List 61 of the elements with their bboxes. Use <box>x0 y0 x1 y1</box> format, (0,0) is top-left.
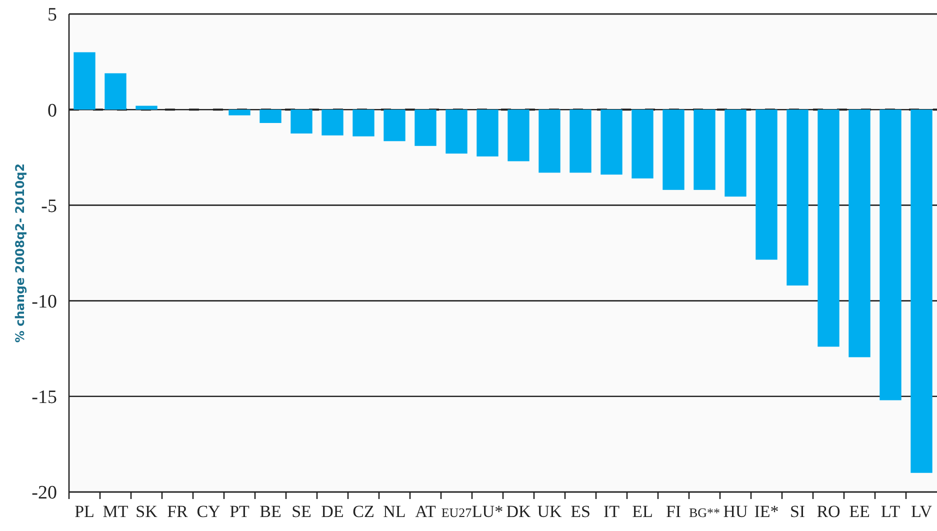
bar <box>322 110 344 136</box>
x-tick-label: RO <box>816 502 840 521</box>
bar <box>74 52 96 110</box>
x-tick-label: FI <box>666 502 682 521</box>
x-tick-label: CZ <box>352 502 374 521</box>
x-tick-label: FR <box>167 502 189 521</box>
y-axis-title: % change 2008q2- 2010q2 <box>13 163 27 343</box>
x-tick-label: SI <box>790 502 806 521</box>
bar <box>786 110 808 286</box>
bar <box>600 110 622 175</box>
bar <box>910 110 932 473</box>
x-tick-label: UK <box>537 502 562 521</box>
y-tick-label: -5 <box>41 196 57 217</box>
y-tick-label: -20 <box>32 482 57 504</box>
bar <box>414 110 436 146</box>
x-tick-label: LU* <box>472 502 504 521</box>
bar <box>570 110 592 173</box>
bar <box>104 73 126 110</box>
bar <box>228 110 250 116</box>
x-tick-label: PL <box>74 502 94 521</box>
x-tick-label: EE <box>849 502 870 521</box>
x-tick-label: PT <box>230 502 250 521</box>
x-tick-label: EU27 <box>441 505 472 520</box>
bar <box>446 110 468 154</box>
x-tick-label: LT <box>880 502 901 521</box>
bar <box>756 110 778 260</box>
bar <box>662 110 684 190</box>
bar <box>848 110 870 358</box>
x-tick-label: SE <box>292 502 312 521</box>
bar <box>632 110 654 178</box>
x-tick-label: DK <box>506 502 532 521</box>
y-tick-label: -15 <box>32 387 57 408</box>
bar <box>476 110 498 156</box>
x-tick-label: BE <box>260 502 282 521</box>
x-tick-label: MT <box>102 502 129 521</box>
x-tick-label: HU <box>723 502 748 521</box>
x-tick-label: LV <box>910 502 933 521</box>
y-tick-label: 0 <box>48 100 57 122</box>
bar <box>538 110 560 173</box>
x-tick-label: ES <box>570 502 590 521</box>
bar <box>290 110 312 134</box>
y-tick-label: -10 <box>32 291 57 312</box>
x-tick-label: SK <box>136 502 158 521</box>
x-tick-label: IT <box>603 502 620 521</box>
bar <box>352 110 374 136</box>
x-tick-label: IE* <box>754 502 779 521</box>
bar <box>880 110 902 400</box>
x-tick-label: NL <box>383 502 406 521</box>
bar <box>384 110 406 142</box>
bar <box>136 106 158 110</box>
x-tick-label: EL <box>632 502 653 521</box>
x-tick-label: CY <box>196 502 220 521</box>
x-tick-label: DE <box>321 502 344 521</box>
bar <box>724 110 746 197</box>
x-tick-label: AT <box>415 502 436 521</box>
bar <box>260 110 282 123</box>
y-tick-label: 5 <box>48 4 57 26</box>
bar <box>818 110 840 347</box>
bar <box>694 110 716 190</box>
bar <box>508 110 530 162</box>
x-tick-label: BG** <box>688 505 720 520</box>
